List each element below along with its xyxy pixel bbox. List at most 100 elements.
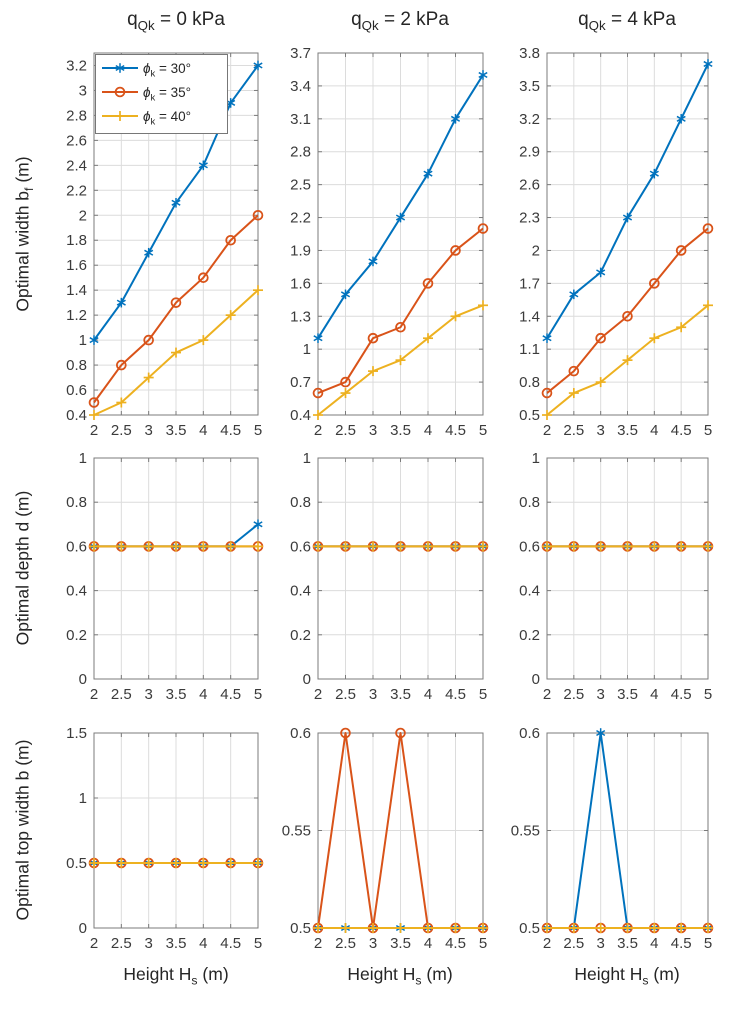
- xlabel-pre: Height H: [574, 964, 643, 984]
- title-base: q: [127, 9, 138, 30]
- plus-marker-icon: [89, 410, 99, 420]
- svg-text:4: 4: [199, 422, 207, 439]
- plus-marker-icon: [450, 311, 461, 322]
- svg-text:0.6: 0.6: [519, 725, 540, 742]
- y-tick-labels: 0.5 0.55 0.6: [282, 725, 311, 937]
- circle-marker-icon: [170, 297, 182, 308]
- plus-marker-icon: [340, 923, 351, 933]
- svg-text:0: 0: [532, 671, 540, 688]
- circle-marker-icon: [198, 272, 209, 283]
- x-tick-labels: 2 2.5 3 3.5 4 4.5 5: [543, 422, 712, 439]
- svg-text:2.8: 2.8: [66, 107, 87, 124]
- plus-marker-icon: [198, 541, 209, 552]
- ylabel-post: (m): [12, 156, 33, 188]
- svg-text:3.7: 3.7: [290, 45, 311, 62]
- title-rest: = 0 kPa: [154, 9, 225, 30]
- asterisk-marker-icon: [649, 168, 659, 179]
- svg-text:3.1: 3.1: [290, 111, 311, 128]
- plus-marker-icon: [395, 923, 406, 933]
- plus-marker-icon: [89, 858, 99, 868]
- plus-marker-icon: [171, 858, 181, 868]
- svg-text:2.5: 2.5: [111, 686, 132, 703]
- svg-text:4.5: 4.5: [671, 422, 692, 439]
- legend-value: = 30°: [155, 60, 192, 76]
- svg-text:3.5: 3.5: [166, 935, 187, 952]
- svg-text:0.4: 0.4: [66, 583, 87, 600]
- svg-text:4.5: 4.5: [220, 422, 241, 439]
- circle-marker-icon: [622, 310, 633, 322]
- svg-text:3.2: 3.2: [66, 57, 87, 74]
- xlabel-pre: Height H: [123, 964, 192, 984]
- legend-phi-symbol: ϕ: [143, 108, 151, 124]
- circle-marker-icon: [450, 245, 461, 256]
- asterisk-marker-icon: [253, 60, 263, 71]
- plus-marker-icon: [340, 388, 351, 399]
- svg-text:2.9: 2.9: [519, 144, 540, 161]
- plus-marker-icon: [478, 923, 488, 933]
- plus-marker-icon: [116, 397, 127, 408]
- xlabel-subscript: s: [191, 973, 198, 988]
- xlabel-post: (m): [648, 964, 680, 984]
- plot-title-q4: qQk = 4 kPa: [578, 9, 676, 33]
- plus-marker-icon: [313, 410, 323, 420]
- legend-sample-svg: [102, 86, 138, 97]
- axis-ticks: [93, 732, 259, 929]
- plus-marker-icon: [542, 410, 552, 420]
- plus-marker-icon: [542, 541, 552, 552]
- svg-text:2.3: 2.3: [519, 210, 540, 227]
- gridlines: [317, 732, 484, 929]
- svg-text:3.5: 3.5: [390, 686, 411, 703]
- circle-marker-icon: [422, 278, 434, 289]
- plus-marker-icon: [368, 366, 378, 377]
- svg-text:2.5: 2.5: [290, 177, 311, 194]
- plus-marker-icon: [568, 923, 579, 933]
- svg-text:2: 2: [543, 686, 551, 703]
- gridlines: [546, 732, 709, 929]
- title-rest: = 2 kPa: [378, 9, 449, 30]
- plot-svg-r1c2: 2 2.5 3 3.5 4 4.5 5 0 0.2 0.4 0.6 0.8 1: [519, 450, 714, 703]
- circle-marker-icon: [395, 727, 406, 739]
- legend-item-phi35: ϕk = 35°: [101, 82, 227, 106]
- circle-marker-icon: [702, 223, 714, 234]
- plus-marker-icon: [676, 923, 687, 933]
- svg-text:0.4: 0.4: [290, 583, 311, 600]
- y-tick-labels: 0 0.2 0.4 0.6 0.8 1: [66, 450, 87, 688]
- plus-marker-icon: [171, 347, 181, 358]
- svg-text:0.6: 0.6: [66, 382, 87, 399]
- svg-text:2.2: 2.2: [66, 182, 87, 199]
- plus-marker-icon: [423, 923, 433, 933]
- svg-text:2.6: 2.6: [66, 132, 87, 149]
- svg-text:2: 2: [90, 935, 98, 952]
- plus-marker-icon: [89, 541, 99, 552]
- svg-text:4.5: 4.5: [220, 686, 241, 703]
- asterisk-marker-icon: [542, 333, 552, 344]
- xlabel-height-col2: Height Hs (m): [574, 964, 679, 988]
- gridlines: [546, 457, 709, 680]
- legend-sample-svg: [102, 110, 138, 121]
- svg-text:4.5: 4.5: [445, 935, 466, 952]
- y-tick-labels: 0.5 0.55 0.6: [511, 725, 540, 937]
- svg-text:2.5: 2.5: [111, 935, 132, 952]
- plus-marker-icon: [143, 858, 154, 868]
- circle-marker-icon: [649, 278, 660, 289]
- plot-r1c0: 2 2.5 3 3.5 4 4.5 5 0 0.2 0.4 0.6 0.8 1: [44, 448, 270, 716]
- plus-marker-icon: [595, 923, 606, 933]
- svg-text:0.4: 0.4: [290, 407, 311, 424]
- plot-title-q2: qQk = 2 kPa: [351, 9, 449, 33]
- svg-text:0.2: 0.2: [290, 627, 311, 644]
- legend-circle-marker-icon: [101, 83, 139, 106]
- svg-text:4: 4: [424, 422, 432, 439]
- svg-text:4.5: 4.5: [671, 935, 692, 952]
- ylabel-subscript: f: [21, 187, 36, 191]
- series-plus: [542, 541, 713, 552]
- svg-text:2.5: 2.5: [335, 686, 356, 703]
- series-plus: [313, 923, 488, 933]
- svg-text:3.5: 3.5: [166, 686, 187, 703]
- plus-marker-icon: [313, 923, 323, 933]
- legend: ϕk = 30° ϕk = 35° ϕk = 40°: [95, 54, 228, 134]
- asterisk-marker-icon: [395, 212, 406, 223]
- x-tick-labels: 2 2.5 3 3.5 4 4.5 5: [90, 686, 262, 703]
- plus-marker-icon: [368, 923, 378, 933]
- plus-marker-icon: [395, 355, 406, 366]
